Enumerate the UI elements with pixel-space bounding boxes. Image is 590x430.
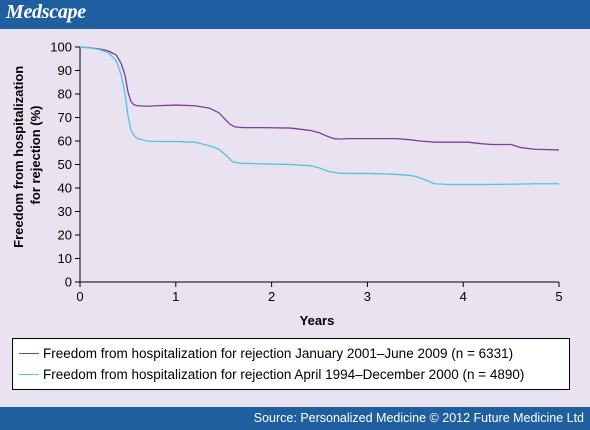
series-line-1994-2000 bbox=[79, 46, 559, 186]
x-tick-label: 5 bbox=[555, 289, 562, 304]
x-tick-label: 3 bbox=[364, 289, 371, 304]
y-tick-label: 90 bbox=[58, 63, 72, 78]
y-axis-label-line-1: Freedom from hospitalization bbox=[11, 66, 26, 248]
legend-swatch-2001 bbox=[19, 353, 39, 354]
x-tick-label: 0 bbox=[76, 289, 83, 304]
y-axis-label-line-2: for rejection (%) bbox=[28, 106, 43, 205]
y-tick-label: 10 bbox=[58, 251, 72, 266]
series-line-2001-2009 bbox=[79, 46, 560, 151]
header-bar: Medscape bbox=[0, 0, 590, 29]
footer-bar: Source: Personalized Medicine © 2012 Fut… bbox=[0, 407, 590, 430]
y-axis-label: Freedom from hospitalization for rejecti… bbox=[11, 62, 43, 248]
chart-series-layer bbox=[79, 46, 560, 186]
source-credit: Source: Personalized Medicine © 2012 Fut… bbox=[253, 411, 584, 425]
chart-legend: Freedom from hospitalization for rejecti… bbox=[12, 338, 570, 390]
brand-logo[interactable]: Medscape bbox=[6, 1, 86, 23]
y-tick-label: 0 bbox=[65, 275, 72, 290]
y-tick-label: 50 bbox=[58, 157, 72, 172]
y-tick-label: 40 bbox=[58, 181, 72, 196]
y-tick-label: 30 bbox=[58, 204, 72, 219]
y-tick-label: 60 bbox=[58, 134, 72, 149]
legend-swatch-1994 bbox=[19, 374, 39, 375]
legend-label-2001: Freedom from hospitalization for rejecti… bbox=[43, 346, 514, 361]
x-tick-label: 1 bbox=[172, 289, 179, 304]
legend-item: Freedom from hospitalization for rejecti… bbox=[13, 345, 569, 363]
legend-item: Freedom from hospitalization for rejecti… bbox=[13, 366, 569, 384]
y-tick-label: 20 bbox=[58, 228, 72, 243]
chart-axes bbox=[79, 47, 559, 283]
y-tick-label: 100 bbox=[50, 40, 72, 55]
y-tick-label: 70 bbox=[58, 110, 72, 125]
x-tick-label: 2 bbox=[268, 289, 275, 304]
legend-label-1994: Freedom from hospitalization for rejecti… bbox=[43, 367, 525, 382]
x-tick-label: 4 bbox=[460, 289, 467, 304]
y-tick-label: 80 bbox=[58, 87, 72, 102]
x-axis-label: Years bbox=[300, 313, 335, 328]
